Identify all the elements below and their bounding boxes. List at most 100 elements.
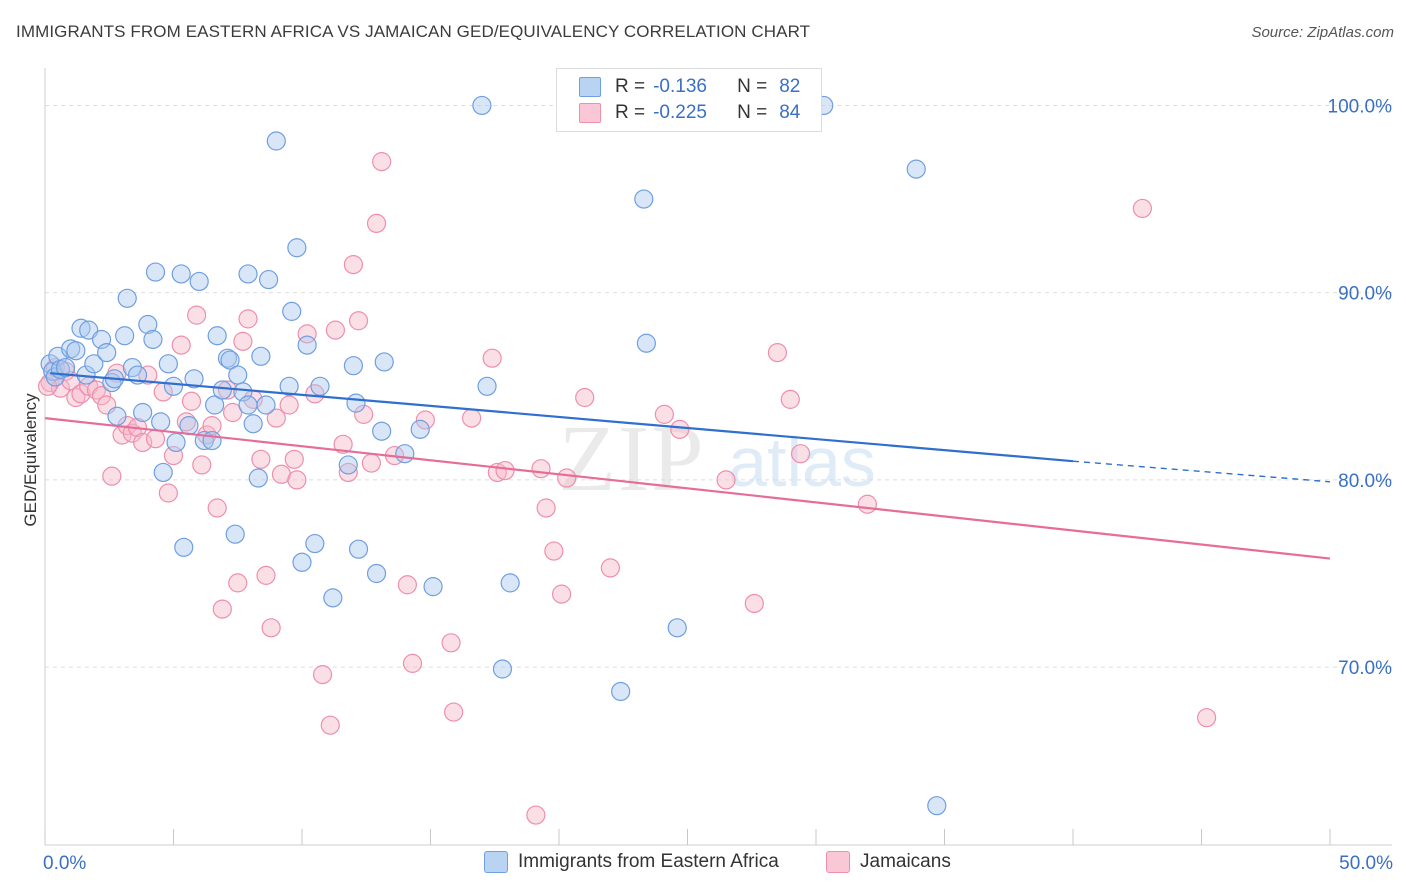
legend-swatch-pink: [826, 851, 850, 873]
eastern-africa-point: [84, 354, 104, 374]
jamaicans-point: [1197, 708, 1217, 728]
legend-item-eastern-africa: Immigrants from Eastern Africa: [484, 851, 779, 873]
eastern-africa-point: [374, 352, 394, 372]
jamaicans-point: [71, 384, 91, 404]
legend-r-label: R =: [615, 76, 646, 97]
eastern-africa-point: [153, 462, 173, 483]
eastern-africa-trend-line: [50, 372, 1074, 463]
eastern-africa-point: [212, 380, 232, 400]
jamaicans-point: [397, 575, 417, 595]
eastern-africa-point: [258, 269, 279, 290]
jamaicans-point: [544, 541, 564, 561]
eastern-africa-point: [305, 533, 325, 554]
eastern-africa-point: [207, 326, 227, 346]
legend-r-value: -0.136: [653, 76, 707, 97]
eastern-africa-point: [117, 288, 137, 308]
legend-row-jamaicans: R = -0.225 N = 84: [579, 101, 800, 125]
jamaicans-point: [557, 468, 577, 488]
jamaicans-point: [312, 665, 333, 685]
jamaicans-point: [536, 498, 556, 518]
trend-lines: [44, 372, 1331, 560]
chart-title: IMMIGRANTS FROM EASTERN AFRICA VS JAMAIC…: [16, 22, 811, 41]
legend-n-label: N =: [737, 102, 768, 123]
legend-label-jamaicans: Jamaicans: [860, 851, 951, 872]
eastern-africa-point: [151, 412, 171, 432]
eastern-africa-point: [346, 393, 366, 413]
y-tick-label: 80.0%: [1338, 471, 1392, 492]
eastern-africa-point: [348, 539, 369, 559]
jamaicans-point: [654, 404, 674, 424]
eastern-africa-point: [228, 365, 248, 385]
eastern-africa-point: [636, 333, 656, 353]
jamaicans-point: [212, 599, 232, 619]
eastern-africa-point: [238, 264, 258, 284]
legend-label-eastern-africa: Immigrants from Eastern Africa: [518, 851, 779, 872]
x-tick-label: 0.0%: [43, 853, 86, 874]
jamaicans-point: [279, 395, 299, 415]
jamaicans-point: [66, 387, 86, 408]
jamaicans-point: [86, 380, 107, 400]
eastern-africa-point: [107, 406, 127, 426]
jamaicans-point: [138, 365, 158, 385]
eastern-africa-point: [184, 369, 204, 389]
jamaicans-point: [767, 342, 788, 363]
jamaicans-point: [233, 331, 253, 351]
eastern-africa-point: [143, 329, 163, 350]
axes: [44, 68, 1392, 846]
y-tick-label: 90.0%: [1338, 284, 1392, 305]
legend-r-value: -0.225: [653, 102, 707, 123]
eastern-africa-point: [115, 326, 135, 346]
eastern-africa-point: [145, 262, 166, 282]
eastern-africa-point: [220, 350, 240, 370]
eastern-africa-point: [366, 563, 387, 584]
jamaicans-point: [857, 494, 878, 514]
eastern-africa-point: [343, 356, 363, 376]
eastern-africa-point: [138, 314, 158, 335]
eastern-africa-point: [297, 335, 317, 355]
eastern-africa-point: [179, 416, 199, 436]
jamaicans-point: [372, 152, 392, 172]
jamaicans-point: [297, 324, 317, 344]
y-axis-label: GED/Equivalency: [21, 393, 40, 527]
eastern-africa-point: [410, 419, 430, 439]
eastern-africa-point: [667, 618, 687, 638]
eastern-africa-point: [372, 421, 392, 441]
jamaicans-point: [526, 805, 546, 825]
jamaicans-point: [333, 434, 353, 454]
jamaicans-point: [444, 702, 464, 722]
jamaicans-point: [158, 483, 178, 503]
jamaicans-point: [462, 408, 482, 428]
correlation-legend: R = -0.136 N = 82 R = -0.225 N = 84: [556, 68, 822, 132]
jamaicans-point: [575, 387, 595, 408]
jamaicans-point: [325, 320, 346, 340]
jamaicans-point: [716, 470, 736, 490]
jamaicans-point: [251, 449, 271, 469]
y-tick-label: 100.0%: [1328, 96, 1393, 117]
jamaicans-point: [202, 416, 222, 436]
jamaicans-point: [780, 389, 800, 409]
jamaicans-point: [261, 618, 281, 638]
eastern-africa-point: [174, 537, 194, 557]
eastern-africa-point: [71, 318, 91, 338]
eastern-africa-point: [189, 271, 209, 292]
eastern-africa-point: [55, 357, 76, 378]
eastern-africa-point: [202, 430, 222, 451]
eastern-africa-point: [500, 573, 520, 593]
jamaicans-point: [744, 593, 764, 614]
eastern-africa-point: [279, 376, 299, 396]
legend-swatch-blue: [484, 851, 508, 873]
jamaicans-point: [171, 335, 191, 355]
jamaicans-point: [256, 565, 276, 585]
jamaicans-point: [670, 419, 690, 439]
jamaicans-point: [266, 408, 286, 428]
jamaicans-point: [181, 391, 202, 411]
jamaicans-point: [320, 715, 340, 735]
jamaicans-point: [145, 429, 166, 449]
jamaicans-point: [187, 305, 207, 325]
jamaicans-trend-line: [44, 417, 1331, 560]
jamaicans-point: [228, 573, 248, 593]
legend-swatch-blue: [579, 77, 601, 97]
y-tick-label: 70.0%: [1338, 658, 1392, 679]
eastern-africa-point: [492, 659, 513, 679]
watermark-zip: ZIP: [559, 407, 706, 511]
